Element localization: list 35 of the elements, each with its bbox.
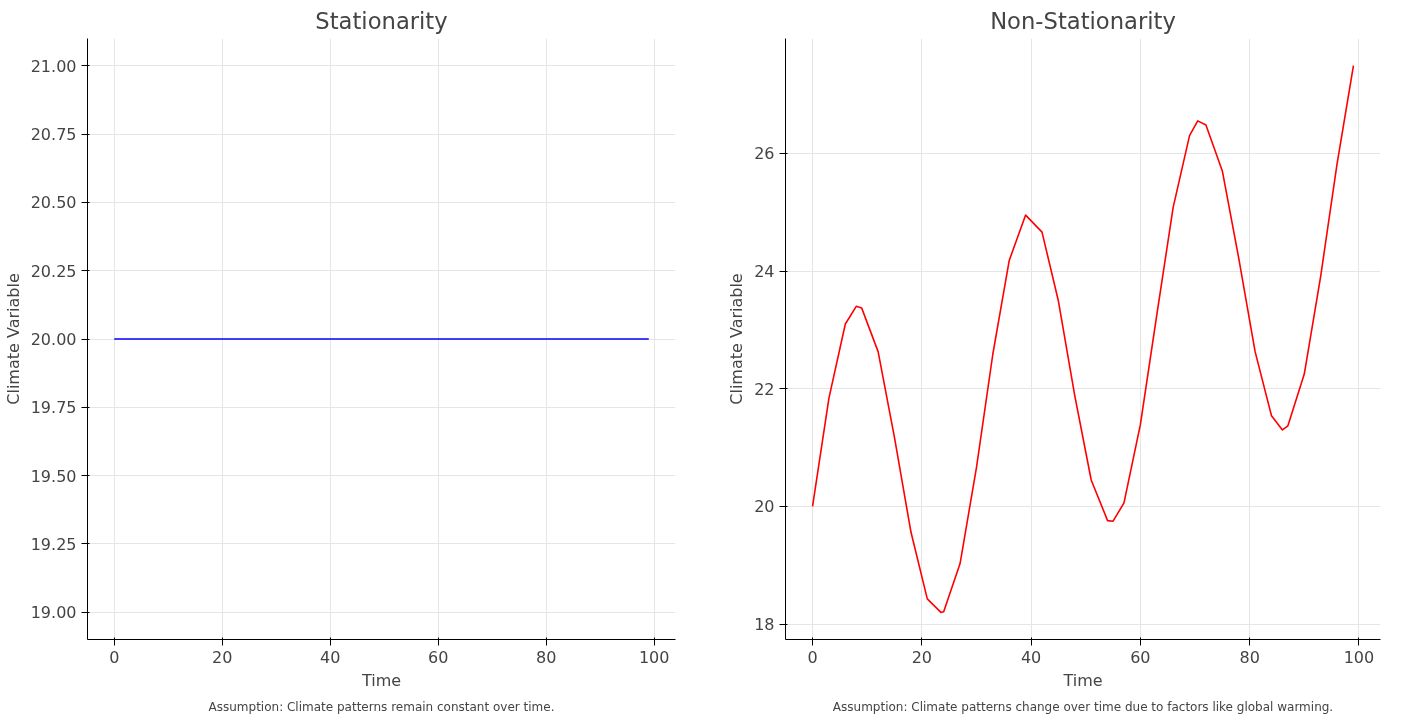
x-tick-label: 0 — [807, 647, 818, 667]
line-series — [811, 64, 1355, 614]
y-tick-label: 20.25 — [30, 261, 77, 281]
y-tick-label: 19.25 — [30, 534, 77, 554]
chart-title: Non-Stationarity — [990, 7, 1176, 34]
text: Assumption: Climate patterns change over time due to factors like global warming. — [832, 699, 1334, 714]
y-tick-label: 20.00 — [30, 330, 77, 349]
x-tick-label: 80 — [536, 647, 557, 667]
x-tick-label: 60 — [1130, 647, 1151, 667]
x-tick-label: 60 — [428, 647, 449, 667]
y-tick-label: 19.00 — [30, 603, 77, 623]
y-axis-title: Climate Variable — [727, 273, 747, 405]
y-tick-label: 20.75 — [30, 125, 77, 145]
x-tick-label: 40 — [320, 647, 341, 667]
x-tick-label: 20 — [911, 647, 932, 667]
x-tick-label: 40 — [1020, 647, 1042, 667]
y-tick-label: 19.50 — [30, 466, 77, 486]
x-tick-label: 100 — [1343, 647, 1375, 667]
y-tick-label: 20 — [754, 497, 775, 517]
y-tick-label: 22 — [754, 379, 775, 399]
y-tick-label: 21.00 — [30, 56, 77, 76]
x-axis-title: Time — [1062, 670, 1103, 690]
x-tick-label: 100 — [638, 647, 670, 667]
y-tick-label: 26 — [754, 144, 775, 164]
text: Assumption: Climate patterns remain constant over time. — [208, 699, 555, 714]
x-tick-label: 80 — [1239, 647, 1260, 667]
y-tick-label: 20.50 — [30, 193, 77, 213]
y-tick-label: 18 — [754, 615, 775, 635]
chart-title: Stationarity — [315, 7, 448, 34]
y-tick-label: 19.75 — [30, 398, 77, 418]
y-axis-title: Climate Variable — [3, 273, 23, 405]
x-tick-label: 0 — [109, 647, 120, 667]
x-axis-title: Time — [360, 670, 402, 690]
x-tick-label: 20 — [212, 647, 233, 667]
y-tick-label: 24 — [754, 262, 775, 282]
